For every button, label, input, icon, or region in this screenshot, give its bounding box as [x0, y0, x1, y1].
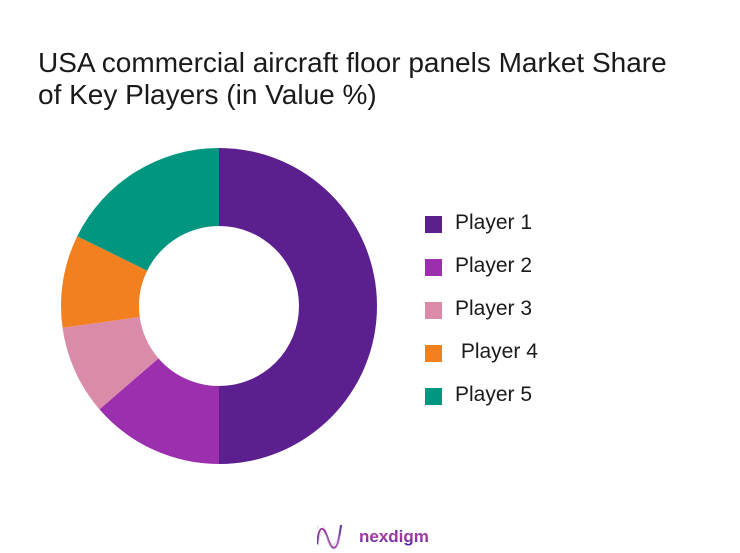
svg-text:nexdigm: nexdigm — [359, 527, 429, 546]
